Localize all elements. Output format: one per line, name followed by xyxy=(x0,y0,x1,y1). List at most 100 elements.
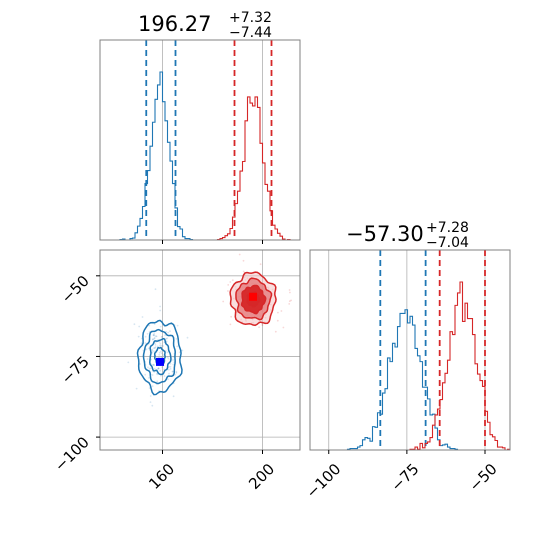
sample-point xyxy=(163,375,166,377)
sample-point xyxy=(144,335,147,338)
ticks-right-marginal: −100 −75 −50 xyxy=(303,450,501,502)
sample-point xyxy=(154,288,157,291)
sample-point xyxy=(168,368,170,371)
sample-point xyxy=(159,344,161,347)
sample-point xyxy=(159,325,162,328)
sample-point xyxy=(152,334,155,336)
sample-point xyxy=(154,335,157,338)
sample-point xyxy=(137,335,140,338)
sample-point xyxy=(242,270,245,273)
x-tick-label: −50 xyxy=(466,460,501,495)
truth-marker-series-2 xyxy=(249,292,257,301)
frame-top-marginal xyxy=(99,39,301,241)
grid-right-marginal xyxy=(328,250,486,450)
title-x-upper-error: +7.32 xyxy=(229,10,272,26)
sample-point xyxy=(152,363,155,366)
sample-point xyxy=(230,315,233,318)
sample-point xyxy=(159,350,162,353)
histograms-top-marginal xyxy=(100,40,300,240)
sample-point xyxy=(227,290,229,292)
sample-point xyxy=(227,284,230,286)
sample-point xyxy=(152,334,155,336)
sample-point xyxy=(153,347,155,349)
sample-point xyxy=(144,373,147,376)
sample-point xyxy=(157,367,160,370)
sample-point xyxy=(175,371,178,374)
sample-point xyxy=(157,367,160,370)
sample-point xyxy=(165,340,168,343)
sample-point xyxy=(165,337,168,340)
sample-point xyxy=(288,303,291,305)
sample-point xyxy=(289,291,291,294)
sample-point xyxy=(166,356,169,359)
sample-point xyxy=(166,351,169,354)
sample-point xyxy=(169,362,172,365)
sample-point xyxy=(163,368,166,371)
histogram-y-series-1 xyxy=(310,309,510,450)
sample-point xyxy=(175,370,178,373)
sample-point xyxy=(151,348,154,351)
sample-point xyxy=(151,350,154,352)
sample-point xyxy=(155,335,158,338)
sample-point xyxy=(139,363,141,365)
sample-point xyxy=(167,331,170,334)
sample-point xyxy=(229,281,232,283)
sample-point xyxy=(146,332,149,335)
title-y-upper-error: +7.28 xyxy=(426,220,469,236)
sample-point xyxy=(158,351,161,354)
sample-point xyxy=(165,330,168,333)
sample-point xyxy=(154,346,157,349)
contour-series-1-level-3 xyxy=(149,337,172,376)
sample-point xyxy=(159,305,162,308)
sample-point xyxy=(151,374,154,376)
sample-point xyxy=(288,289,291,291)
sample-point xyxy=(176,324,179,327)
sample-point xyxy=(149,401,152,403)
sample-point xyxy=(280,310,283,312)
x-tick-label: 200 xyxy=(245,460,278,493)
y-tick-label: −75 xyxy=(58,353,93,388)
sample-point xyxy=(151,385,154,387)
sample-point xyxy=(259,263,262,266)
sample-point xyxy=(282,326,285,329)
sample-point xyxy=(140,342,143,344)
y-tick-label: −100 xyxy=(51,433,93,475)
y-tick-label: −50 xyxy=(58,272,93,307)
sample-point xyxy=(238,253,241,256)
sample-point xyxy=(153,367,156,370)
sample-point xyxy=(151,338,154,341)
sample-point xyxy=(135,387,138,390)
sample-point xyxy=(168,372,170,375)
sample-point xyxy=(161,366,164,369)
sample-point xyxy=(133,323,136,326)
sample-point xyxy=(153,364,156,366)
panel-joint: 160 200 −50 −75 −100 xyxy=(51,249,301,493)
sample-point xyxy=(156,372,158,375)
sample-point xyxy=(159,309,162,312)
sample-point xyxy=(152,364,155,366)
histograms-right-marginal xyxy=(310,250,510,450)
sample-point xyxy=(160,344,163,347)
sample-point xyxy=(181,349,184,352)
sample-point xyxy=(141,316,144,318)
panel-right-marginal: −100 −75 −50 xyxy=(303,249,511,502)
sample-point xyxy=(148,377,150,379)
sample-point xyxy=(171,370,174,373)
sample-point xyxy=(160,374,162,377)
sample-point xyxy=(156,380,159,383)
sample-point xyxy=(172,355,175,358)
sample-point xyxy=(154,344,157,346)
sample-point xyxy=(172,363,175,366)
sample-point xyxy=(154,347,156,349)
sample-point xyxy=(138,325,141,328)
sample-point xyxy=(153,337,156,340)
sample-point xyxy=(174,373,177,376)
sample-point xyxy=(186,336,189,339)
sample-point xyxy=(159,369,162,372)
sample-point xyxy=(153,323,156,325)
contour-series-1-level-1 xyxy=(136,319,183,396)
sample-point xyxy=(148,387,151,389)
sample-point xyxy=(150,367,152,369)
title-x-lower-error: −7.44 xyxy=(229,25,272,41)
